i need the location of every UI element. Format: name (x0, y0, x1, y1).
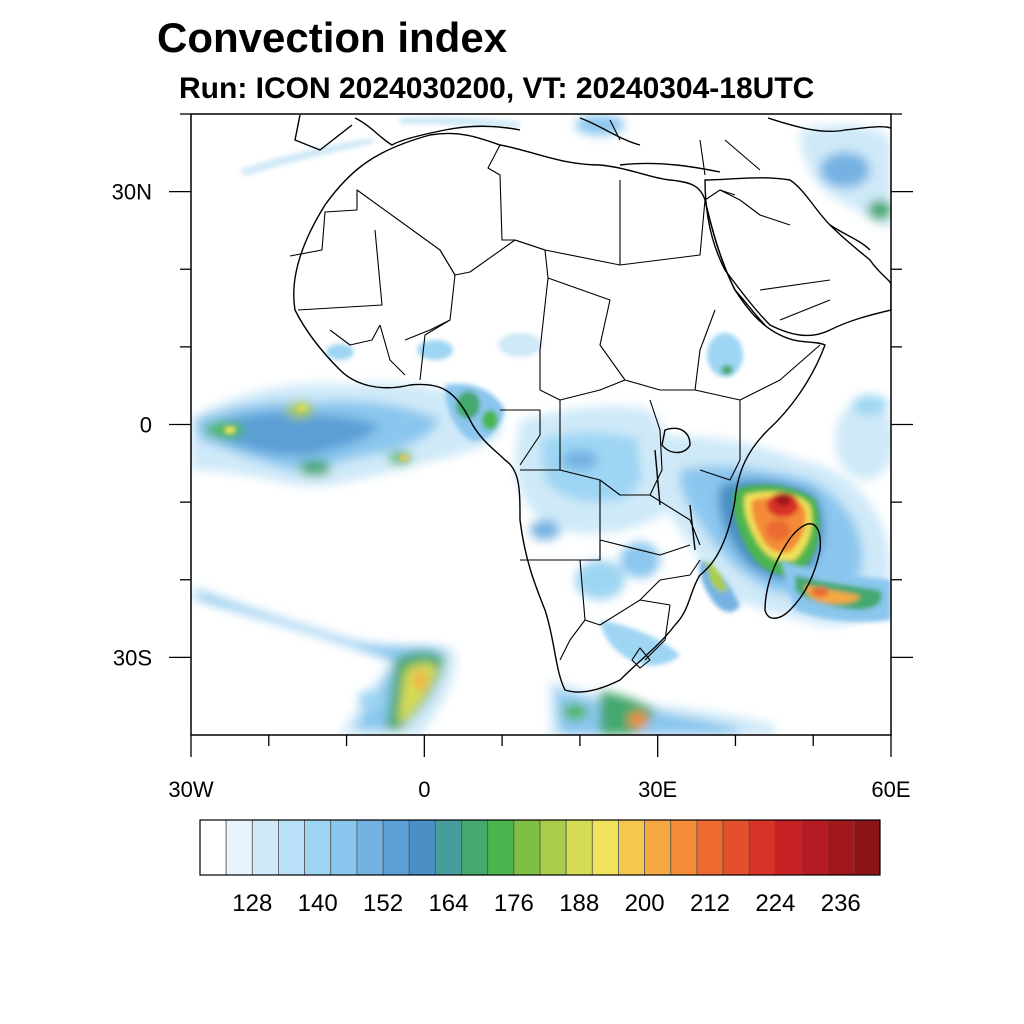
y-tick-label: 30N (112, 180, 152, 205)
y-tick-label: 0 (140, 413, 152, 438)
convection-field (191, 115, 891, 735)
colorbar-swatch (565, 819, 593, 876)
colorbar-label: 176 (494, 890, 534, 917)
equatorial-atlantic-band (191, 382, 502, 487)
colorbar-label: 152 (363, 890, 403, 917)
colorbar-swatch (487, 819, 515, 876)
colorbar-swatch (356, 819, 384, 876)
colorbar-swatch (513, 819, 541, 876)
middle-east-cells (575, 115, 891, 230)
colorbar-swatch (591, 819, 619, 876)
moz-coast-band (699, 560, 740, 612)
colorbar-label: 188 (559, 890, 599, 917)
mozambique-core (733, 484, 820, 575)
sw-indian-ocean-band (780, 560, 891, 622)
colorbar-swatch (644, 819, 672, 876)
colorbar-swatch (304, 819, 332, 876)
y-axis-ticks: 30N 0 30S (112, 113, 913, 670)
madagascar-coastline (764, 523, 822, 619)
southeast-africa-band (600, 620, 680, 666)
colorbar: 128 140 152 164 176 188 200 212 224 236 (199, 819, 881, 917)
colorbar-swatch (539, 819, 567, 876)
colorbar-swatch (853, 819, 881, 876)
north-atlantic-streak (240, 116, 520, 176)
chart-subtitle: Run: ICON 2024030200, VT: 20240304-18UTC (179, 72, 815, 105)
colorbar-swatch (330, 819, 358, 876)
south-atlantic-band (191, 585, 456, 735)
colorbar-swatch (434, 819, 462, 876)
colorbar-label: 140 (298, 890, 338, 917)
colorbar-swatch (461, 819, 489, 876)
colorbar-swatch (670, 819, 698, 876)
colorbar-swatch (225, 819, 253, 876)
y-tick-label: 30S (113, 645, 152, 670)
colorbar-swatch (722, 819, 750, 876)
coastlines (293, 114, 891, 693)
guinea-coast-cells (445, 383, 505, 441)
colorbar-swatch (774, 819, 802, 876)
colorbar-label: 164 (428, 890, 468, 917)
colorbar-label: 212 (690, 890, 730, 917)
country-borders (289, 119, 831, 669)
west-africa-cells (326, 333, 542, 360)
colorbar-label: 236 (821, 890, 861, 917)
colorbar-swatch (199, 819, 227, 876)
colorbar-label: 200 (625, 890, 665, 917)
colorbar-swatch (278, 819, 306, 876)
congo-basin-scatter (515, 405, 674, 600)
x-tick-label: 30E (638, 777, 677, 802)
colorbar-swatch (251, 819, 279, 876)
colorbar-swatch (408, 819, 436, 876)
colorbar-swatch (382, 819, 410, 876)
indian-ocean-north (835, 395, 891, 480)
colorbar-swatch (748, 819, 776, 876)
atlantic-core-cells (224, 404, 409, 461)
colorbar-swatch (801, 819, 829, 876)
colorbar-swatch (827, 819, 855, 876)
x-tick-label: 30W (168, 777, 213, 802)
colorbar-swatch (618, 819, 646, 876)
x-tick-label: 0 (418, 777, 430, 802)
colorbar-frame (199, 819, 881, 876)
colorbar-swatch (696, 819, 724, 876)
ethiopia-cells (707, 333, 743, 377)
south-africa-band (550, 680, 775, 735)
colorbar-label: 224 (755, 890, 795, 917)
x-axis-ticks: 30W 0 30E 60E (168, 735, 911, 802)
colorbar-label: 128 (232, 890, 272, 917)
x-tick-label: 60E (871, 777, 910, 802)
chart-title: Convection index (157, 14, 508, 61)
africa-coastline (293, 132, 826, 693)
